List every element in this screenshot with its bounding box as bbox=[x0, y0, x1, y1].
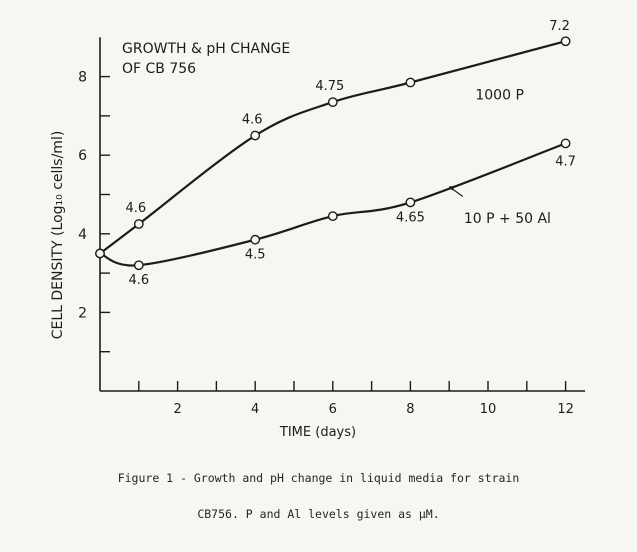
ph-label: 4.7 bbox=[555, 154, 576, 169]
data-point-s2 bbox=[250, 234, 261, 245]
data-point-s2 bbox=[405, 197, 416, 208]
pointer-arrow-head bbox=[449, 185, 456, 191]
y-tick-label: 6 bbox=[78, 148, 87, 164]
y-tick-label: 8 bbox=[78, 70, 87, 86]
data-point-s1 bbox=[133, 219, 144, 229]
ph-label: 4.6 bbox=[128, 273, 149, 288]
chart-subtitle: OF CB 756 bbox=[122, 61, 196, 77]
series-label-1: 1000 P bbox=[475, 87, 524, 103]
series-line-2 bbox=[98, 142, 567, 267]
x-tick-label: 6 bbox=[329, 402, 337, 417]
growth-chart: GROWTH & pH CHANGE OF CB 756 TIME (days)… bbox=[50, 19, 585, 440]
data-point-s1 bbox=[560, 36, 571, 47]
ph-label: 4.6 bbox=[125, 201, 146, 216]
x-axis-label: TIME (days) bbox=[279, 425, 356, 440]
y-tick-label: 4 bbox=[78, 227, 87, 243]
data-point-s1 bbox=[250, 130, 261, 141]
y-tick-label: 2 bbox=[78, 305, 87, 321]
x-tick-label: 8 bbox=[406, 402, 414, 417]
ph-label: 4.75 bbox=[315, 79, 344, 94]
data-point-s2 bbox=[560, 138, 571, 149]
ph-label: 4.65 bbox=[396, 210, 425, 225]
ph-label: 4.6 bbox=[242, 113, 263, 128]
x-tick-label: 2 bbox=[173, 402, 181, 417]
data-point-s1 bbox=[327, 97, 338, 108]
figure-caption-line1: Figure 1 - Growth and pH change in liqui… bbox=[117, 471, 520, 485]
x-tick-label: 4 bbox=[251, 402, 259, 417]
chart-title: GROWTH & pH CHANGE bbox=[122, 41, 290, 57]
ph-label: 7.2 bbox=[549, 19, 570, 34]
data-point-s2 bbox=[95, 248, 105, 259]
figure-caption-line2: CB756. P and Al levels given as μM. bbox=[197, 507, 440, 521]
y-axis-label: CELL DENSITY (Log₁₀ cells/ml) bbox=[50, 131, 66, 340]
data-point-s1 bbox=[405, 77, 416, 88]
data-point-s2 bbox=[133, 260, 144, 271]
ph-label: 4.5 bbox=[245, 248, 266, 263]
series-label-2: 10 P + 50 Al bbox=[464, 211, 551, 227]
x-tick-label: 10 bbox=[480, 402, 497, 417]
data-point-s2 bbox=[327, 211, 338, 222]
x-tick-label: 12 bbox=[557, 402, 574, 417]
